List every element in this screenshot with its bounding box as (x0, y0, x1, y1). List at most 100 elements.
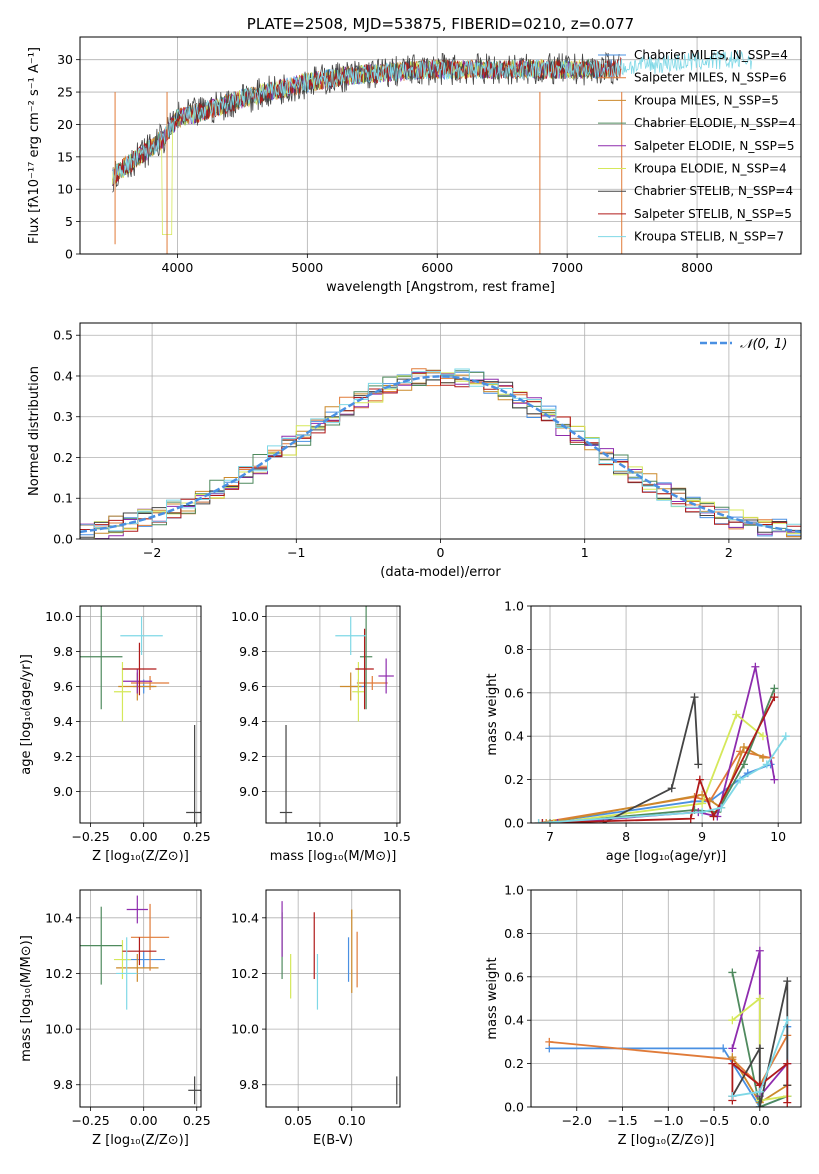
y-tick-label: 9.4 (53, 714, 73, 729)
y-tick-label: 10.0 (45, 609, 73, 624)
y-tick-label: 0.8 (504, 642, 524, 657)
x-axis-label: Z [log₁₀(Z/Z⊙)] (92, 1133, 189, 1148)
weight-marker (739, 760, 748, 769)
x-tick-label: 0.10 (338, 1113, 366, 1128)
x-tick-label: 9 (698, 829, 706, 844)
error-bar-point (130, 676, 170, 690)
error-bar-point (130, 903, 170, 971)
y-tick-label: 1.0 (504, 599, 524, 614)
x-tick-label: 6000 (421, 260, 453, 275)
axes-frame (79, 889, 202, 1108)
y-tick-label: 0.4 (53, 368, 73, 383)
spectrum-line (112, 58, 611, 235)
x-tick-label: 0.25 (183, 1113, 211, 1128)
x-tick-label: 0.00 (130, 829, 158, 844)
y-tick-label: 9.8 (239, 1077, 259, 1092)
weight-marker (534, 819, 543, 823)
y-axis-label: age [log₁₀(age/yr)] (19, 654, 34, 775)
weight-marker (709, 812, 718, 821)
y-tick-label: 10.2 (231, 966, 259, 981)
x-tick-label: 0.0 (750, 1113, 770, 1128)
x-axis-label: E(B-V) (313, 1133, 353, 1148)
y-tick-label: 0.8 (504, 926, 524, 941)
y-tick-label: 10 (57, 182, 73, 197)
x-tick-label: 5000 (291, 260, 323, 275)
x-axis-label: age [log₁₀(age/yr)] (606, 849, 727, 864)
weight-marker (739, 743, 748, 752)
legend-label: Chabrier ELODIE, N_SSP=4 (634, 116, 796, 130)
legend-label: Kroupa STELIB, N_SSP=7 (634, 230, 784, 244)
y-tick-label: 9.4 (239, 714, 259, 729)
x-tick-label: 0 (437, 545, 445, 560)
weight-marker (755, 946, 764, 955)
gridlines (266, 606, 400, 823)
weight-marker (728, 1044, 737, 1053)
weight-series (546, 684, 779, 823)
weight-marker (783, 1098, 792, 1107)
gridlines (266, 890, 400, 1107)
weight-series (538, 693, 779, 823)
weight-line (553, 713, 764, 823)
y-axis-label: mass weight (485, 957, 500, 1039)
x-tick-label: −2 (143, 545, 161, 560)
weight-marker (755, 1103, 764, 1107)
y-tick-label: 0.6 (504, 685, 524, 700)
legend-label: 𝒩(0, 1) (740, 337, 787, 352)
y-tick-label: 25 (57, 85, 73, 100)
y-tick-label: 0.4 (504, 1013, 524, 1028)
chart-mass-vs-ebv: 0.05 0.10 9.8 10.0 10.2 10.4 E(B-V) (231, 889, 401, 1148)
y-tick-label: 0.2 (504, 772, 524, 787)
weight-marker (732, 710, 741, 719)
weight-marker (770, 775, 779, 784)
legend-label: Kroupa MILES, N_SSP=5 (634, 93, 779, 107)
legend-label: Chabrier MILES, N_SSP=4 (634, 48, 788, 62)
weight-marker (755, 1044, 764, 1053)
weight-series (599, 693, 703, 823)
error-bar-point (359, 606, 373, 710)
chart-spectrum: 4000 5000 6000 7000 8000 0 5 10 15 20 25 30 Chabrier… (27, 15, 802, 295)
error-bar-point (126, 895, 148, 924)
x-tick-label: 10 (770, 829, 786, 844)
y-tick-label: 0.2 (53, 450, 73, 465)
weight-series (728, 1016, 792, 1101)
weight-marker (783, 1059, 792, 1068)
x-axis-label: Z [log₁₀(Z/Z⊙)] (92, 849, 189, 864)
error-bar-point (116, 937, 138, 1010)
spectrum-line (112, 50, 752, 185)
weight-marker (783, 977, 792, 986)
x-tick-label: 0.05 (284, 1113, 312, 1128)
x-tick-label: 2 (725, 545, 733, 560)
y-tick-label: 0.1 (53, 491, 73, 506)
weight-marker (694, 760, 703, 769)
weight-line (557, 666, 776, 823)
weight-marker (770, 684, 779, 693)
axes-frame (79, 605, 202, 824)
weight-line (538, 735, 787, 823)
y-tick-label: 9.6 (53, 679, 73, 694)
weight-marker (553, 819, 562, 823)
error-bar-point (186, 725, 201, 823)
y-tick-label: 0.4 (504, 729, 524, 744)
plot-area (80, 368, 801, 539)
weight-marker (538, 819, 547, 823)
weight-marker (736, 775, 745, 784)
axes-frame (265, 889, 401, 1108)
x-tick-label: 8 (622, 829, 630, 844)
plot-area (80, 895, 201, 1105)
legend-label: Chabrier STELIB, N_SSP=4 (634, 184, 793, 198)
axes-frame (530, 889, 802, 1108)
weight-marker (762, 760, 771, 769)
error-bar-point (279, 725, 293, 823)
weight-series (549, 710, 767, 823)
weight-marker (728, 968, 737, 977)
weight-marker (728, 1092, 737, 1101)
axes-frame (530, 605, 802, 824)
y-tick-label: 0.6 (504, 969, 524, 984)
x-tick-label: 7000 (551, 260, 583, 275)
chart-title: PLATE=2508, MJD=53875, FIBERID=0210, z=0… (247, 15, 634, 33)
x-axis-label: (data-model)/error (380, 565, 501, 580)
error-bar-point (120, 616, 163, 655)
error-bar-point (122, 937, 157, 966)
x-tick-label: −0.25 (71, 1113, 109, 1128)
y-tick-label: 9.8 (53, 644, 73, 659)
